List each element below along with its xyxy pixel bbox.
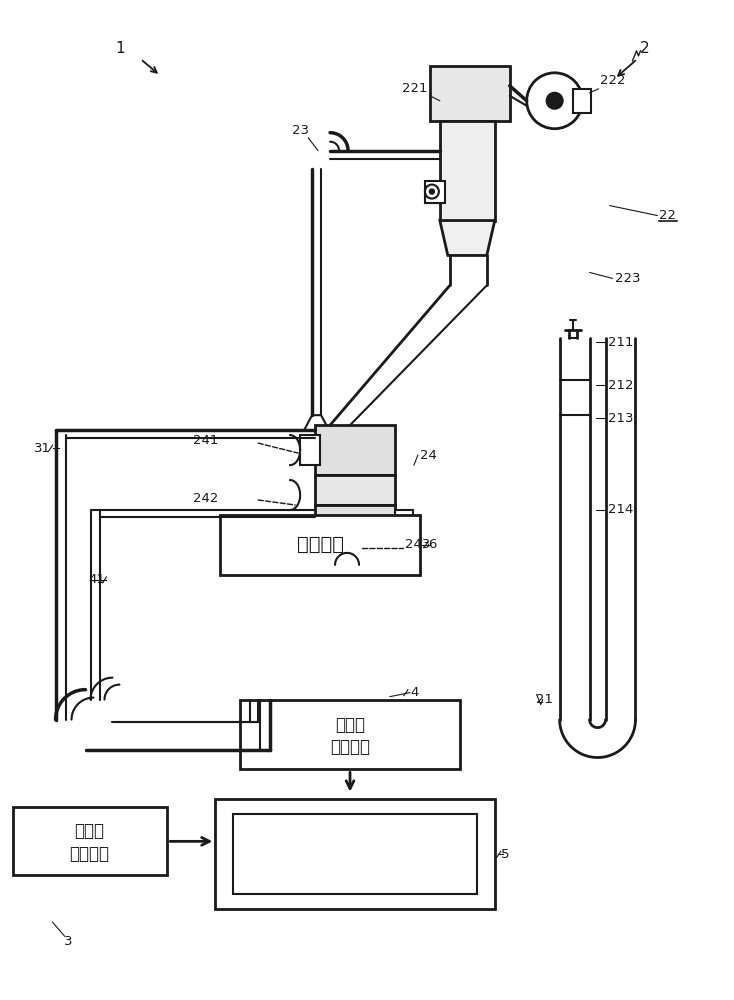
Text: 214: 214 <box>608 503 633 516</box>
Text: 观测装置: 观测装置 <box>70 845 109 863</box>
Text: 21: 21 <box>536 693 553 706</box>
Text: 3: 3 <box>65 935 73 948</box>
Bar <box>315 505 395 540</box>
Text: 观察装置: 观察装置 <box>330 738 370 756</box>
Text: 6: 6 <box>428 538 436 551</box>
Text: 光源装置: 光源装置 <box>297 535 344 554</box>
Polygon shape <box>300 435 320 465</box>
Circle shape <box>547 93 563 109</box>
Text: 242: 242 <box>193 492 218 505</box>
Text: 2: 2 <box>639 41 650 56</box>
Text: 212: 212 <box>608 379 633 392</box>
Bar <box>12 807 167 875</box>
Text: 243: 243 <box>405 538 430 551</box>
Text: 23: 23 <box>291 124 308 137</box>
Bar <box>240 700 459 769</box>
Bar <box>315 475 395 505</box>
Bar <box>325 540 370 568</box>
Bar <box>440 121 495 221</box>
Text: 221: 221 <box>402 82 428 95</box>
Bar <box>220 515 420 575</box>
Bar <box>395 523 413 533</box>
Text: 213: 213 <box>608 412 633 425</box>
Text: 内窥镜: 内窥镜 <box>335 716 365 734</box>
Bar <box>395 510 413 520</box>
Text: 5: 5 <box>501 848 509 861</box>
Bar <box>573 89 591 113</box>
Text: 223: 223 <box>614 272 640 285</box>
Bar <box>215 799 495 909</box>
Bar <box>315 425 395 475</box>
Bar <box>430 66 509 121</box>
Text: 24: 24 <box>420 449 437 462</box>
Text: 超声波: 超声波 <box>75 822 104 840</box>
Text: 4: 4 <box>411 686 419 699</box>
Text: 211: 211 <box>608 336 633 349</box>
Polygon shape <box>440 221 495 255</box>
Text: 31: 31 <box>34 442 51 455</box>
Text: 41: 41 <box>89 573 106 586</box>
Text: 241: 241 <box>193 434 218 447</box>
Bar <box>425 181 445 203</box>
Bar <box>233 814 477 894</box>
Text: 1: 1 <box>116 41 126 56</box>
Circle shape <box>429 189 435 194</box>
Text: 222: 222 <box>600 74 625 87</box>
Polygon shape <box>304 415 329 430</box>
Text: 22: 22 <box>659 209 677 222</box>
